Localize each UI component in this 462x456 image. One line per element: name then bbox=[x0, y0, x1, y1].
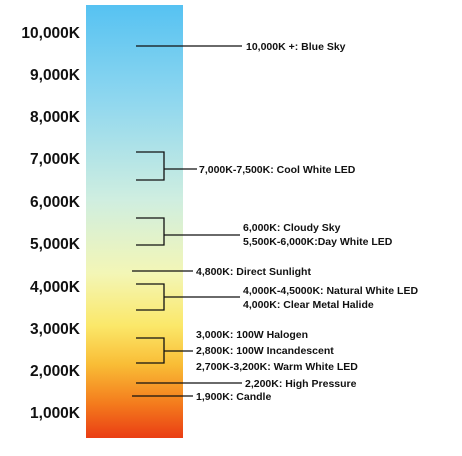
label-candle: 1,900K: Candle bbox=[196, 391, 271, 403]
bracket-cool-white-led bbox=[136, 151, 197, 181]
label-natural-white-led: 4,000K-4,5000K: Natural White LED bbox=[243, 285, 418, 297]
label-incandescent: 2,800K: 100W Incandescent bbox=[196, 345, 334, 357]
tick-label-4000: 4,000K bbox=[30, 279, 81, 296]
tick-label-1000: 1,000K bbox=[30, 405, 81, 422]
label-cloudy-sky: 6,000K: Cloudy Sky bbox=[243, 222, 341, 234]
label-high-pressure: 2,200K: High Pressure bbox=[245, 378, 357, 390]
label-warm-white-led: 2,700K-3,200K: Warm White LED bbox=[196, 361, 358, 373]
label-cool-white-led: 7,000K-7,500K: Cool White LED bbox=[199, 164, 356, 176]
bracket-halogen-incandescent-warm-led bbox=[136, 337, 193, 364]
label-day-white-led: 5,500K-6,000K:Day White LED bbox=[243, 236, 393, 248]
tick-label-5000: 5,000K bbox=[30, 236, 81, 253]
color-temperature-gradient-bar bbox=[86, 5, 183, 438]
tick-label-6000: 6,000K bbox=[30, 194, 81, 211]
tick-label-7000: 7,000K bbox=[30, 151, 81, 168]
tick-label-3000: 3,000K bbox=[30, 321, 81, 338]
tick-label-8000: 8,000K bbox=[30, 109, 81, 126]
label-direct-sunlight: 4,800K: Direct Sunlight bbox=[196, 266, 311, 278]
label-blue-sky: 10,000K +: Blue Sky bbox=[246, 41, 346, 53]
label-clear-metal-halide: 4,000K: Clear Metal Halide bbox=[243, 299, 374, 311]
tick-label-9000: 9,000K bbox=[30, 67, 81, 84]
tick-label-2000: 2,000K bbox=[30, 363, 81, 380]
label-halogen: 3,000K: 100W Halogen bbox=[196, 329, 308, 341]
tick-label-10000: 10,000K bbox=[21, 25, 80, 42]
bracket-natural-white-led-metal-halide bbox=[136, 283, 240, 311]
bracket-cloudy-sky-day-white-led bbox=[136, 217, 240, 246]
